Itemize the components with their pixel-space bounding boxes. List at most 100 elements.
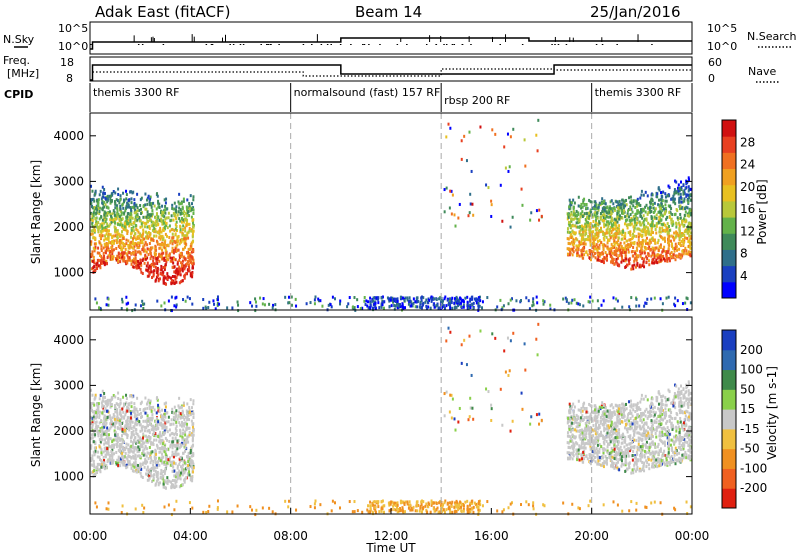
echo-cell	[148, 224, 151, 228]
echo-cell	[156, 299, 159, 303]
echo-cell	[578, 254, 581, 258]
echo-cell	[670, 218, 673, 222]
echo-cell	[93, 468, 96, 472]
echo-cell	[592, 230, 595, 234]
echo-cell	[104, 400, 107, 404]
echo-cell	[133, 465, 136, 469]
echo-cell	[627, 243, 630, 247]
echo-cell	[683, 199, 686, 203]
echo-cell	[598, 229, 601, 233]
echo-cell	[173, 304, 176, 308]
echo-cell	[126, 422, 129, 426]
echo-cell	[121, 255, 124, 259]
echo-cell	[633, 220, 636, 224]
nsearch-point	[557, 44, 560, 45]
echo-cell	[139, 408, 142, 412]
echo-cell	[613, 239, 616, 243]
echo-cell	[568, 253, 571, 257]
echo-cell	[136, 413, 139, 417]
echo-cell	[136, 454, 139, 458]
echo-cell	[664, 223, 667, 227]
echo-cell	[647, 211, 650, 215]
echo-cell	[112, 248, 115, 252]
echo-cell	[683, 191, 686, 195]
echo-cell	[154, 256, 157, 260]
echo-cell	[177, 210, 180, 214]
echo-cell	[94, 421, 97, 425]
echo-cell	[156, 270, 159, 274]
echo-cell	[647, 242, 650, 246]
echo-cell	[602, 218, 605, 222]
echo-cell	[175, 480, 178, 484]
echo-cell	[105, 441, 108, 445]
echo-cell	[117, 244, 120, 248]
nsearch-point	[350, 44, 352, 45]
echo-cell	[580, 251, 583, 255]
echo-cell	[681, 222, 684, 226]
echo-cell	[571, 229, 574, 233]
echo-cell	[180, 254, 183, 258]
echo-cell	[626, 224, 629, 228]
echo-cell	[618, 244, 621, 248]
echo-cell	[420, 299, 423, 303]
echo-cell	[116, 229, 119, 233]
echo-cell	[142, 436, 145, 440]
echo-cell	[123, 251, 126, 255]
echo-cell	[183, 239, 186, 243]
echo-cell	[599, 230, 602, 234]
echo-cell	[568, 205, 571, 209]
echo-cell	[130, 433, 133, 437]
echo-cell	[102, 455, 105, 459]
echo-cell	[188, 269, 191, 273]
echo-cell	[179, 269, 182, 273]
echo-cell	[115, 246, 118, 250]
echo-cell	[472, 301, 475, 305]
echo-cell	[459, 296, 462, 300]
echo-cell	[162, 278, 165, 282]
echo-cell	[186, 218, 189, 222]
echo-cell	[679, 204, 682, 208]
echo-cell	[667, 243, 670, 247]
echo-cell	[109, 250, 112, 254]
echo-cell	[656, 253, 659, 257]
echo-cell	[92, 459, 95, 463]
echo-cell	[185, 428, 188, 432]
echo-cell	[686, 212, 689, 216]
echo-cell	[182, 298, 185, 302]
echo-cell	[601, 210, 604, 214]
echo-cell	[151, 480, 154, 484]
echo-cell	[666, 258, 669, 262]
echo-cell	[677, 233, 680, 237]
echo-cell	[191, 221, 194, 225]
echo-cell	[469, 202, 472, 206]
echo-cell	[185, 425, 188, 429]
echo-cell	[605, 211, 608, 215]
echo-cell	[192, 410, 195, 414]
echo-cell	[113, 210, 116, 214]
echo-cell	[104, 438, 107, 442]
echo-cell	[346, 305, 349, 309]
echo-cell	[654, 246, 657, 250]
echo-cell	[686, 227, 689, 231]
echo-cell	[92, 246, 95, 250]
echo-cell	[373, 302, 376, 306]
echo-cell	[117, 212, 120, 216]
echo-cell	[143, 425, 146, 429]
echo-cell	[162, 265, 165, 269]
echo-cell	[144, 255, 147, 259]
echo-cell	[577, 217, 580, 221]
echo-cell	[635, 258, 638, 262]
echo-cell	[106, 237, 109, 241]
echo-cell	[139, 258, 142, 262]
echo-cell	[674, 202, 677, 206]
echo-cell	[334, 297, 337, 301]
echo-cell	[673, 231, 676, 235]
echo-cell	[105, 228, 108, 232]
echo-cell	[100, 197, 103, 201]
echo-cell	[176, 235, 179, 239]
echo-cell	[185, 475, 188, 479]
echo-cell	[192, 412, 195, 416]
echo-cell	[118, 214, 121, 218]
echo-cell	[670, 242, 673, 246]
echo-cell	[597, 255, 600, 259]
